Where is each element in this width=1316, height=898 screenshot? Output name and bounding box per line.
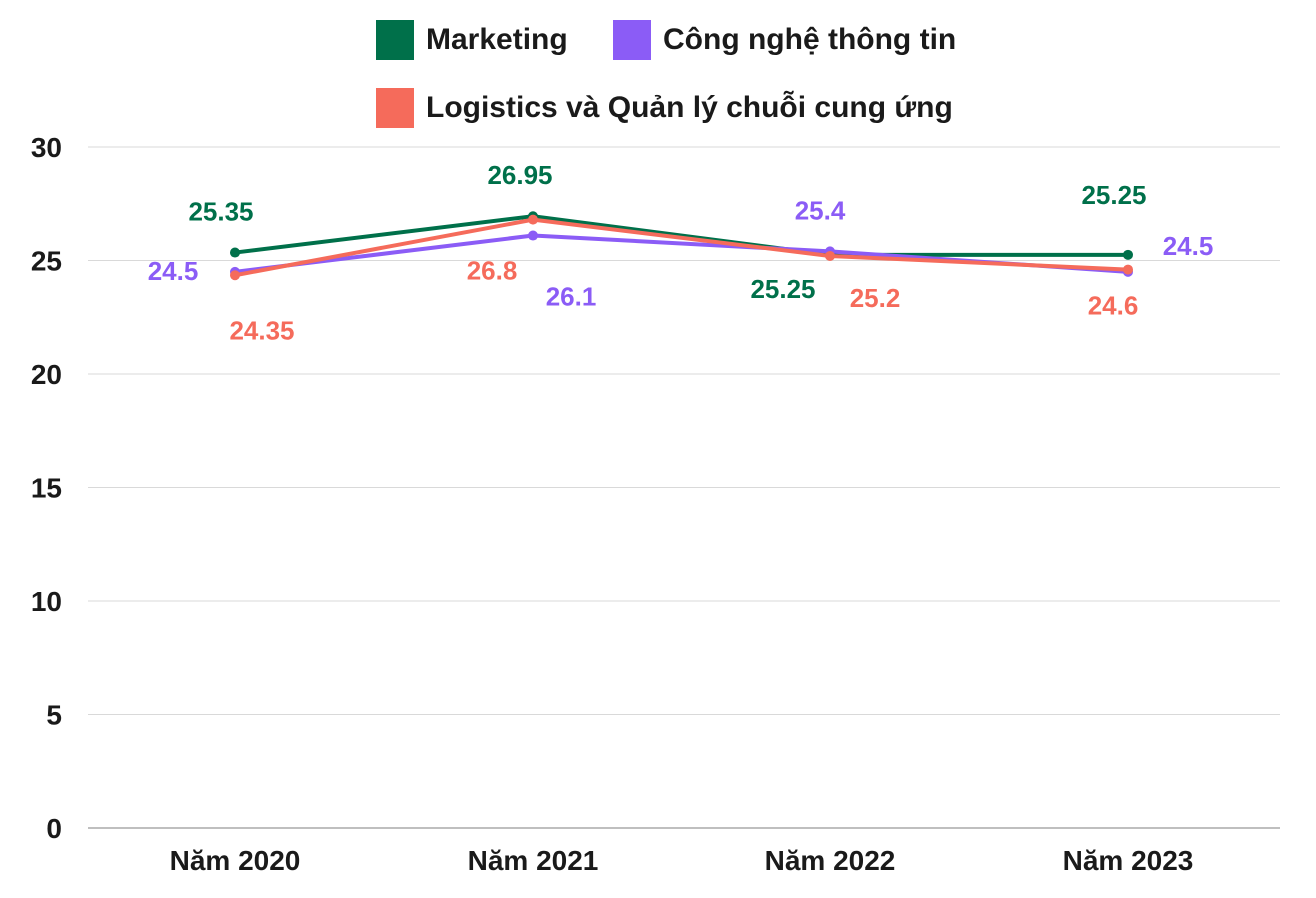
point-s2-2: [825, 250, 835, 261]
x-tick-label-0: Năm 2020: [170, 845, 301, 876]
data-label-s2-0: 24.35: [229, 315, 294, 345]
data-label-s2-3: 24.6: [1088, 291, 1139, 321]
data-label-s0-0: 25.35: [188, 197, 253, 227]
y-tick-label-0: 0: [46, 813, 62, 844]
y-tick-label-30: 30: [31, 132, 62, 163]
series-line-0: [233, 214, 1130, 257]
data-label-s1-0: 24.5: [148, 256, 199, 286]
data-label-s1-2: 25.4: [795, 195, 846, 225]
legend-item-cntt: Công nghệ thông tin: [613, 20, 956, 60]
y-tick-label-10: 10: [31, 586, 62, 617]
x-tick-label-3: Năm 2023: [1063, 845, 1194, 876]
point-s0-3: [1123, 249, 1133, 260]
legend-item-logistics: Logistics và Quản lý chuỗi cung ứng: [376, 88, 953, 128]
x-tick-label-2: Năm 2022: [765, 845, 896, 876]
legend-item-marketing: Marketing: [376, 20, 568, 60]
data-label-s0-1: 26.95: [487, 160, 552, 190]
y-tick-label-20: 20: [31, 359, 62, 390]
point-s1-1: [528, 230, 538, 241]
data-label-s1-1: 26.1: [546, 282, 597, 312]
data-label-s1-3: 24.5: [1163, 231, 1214, 261]
y-tick-label-15: 15: [31, 473, 62, 504]
legend-swatch-marketing: [376, 20, 414, 60]
legend-swatch-logistics: [376, 88, 414, 128]
legend-label-marketing: Marketing: [426, 23, 568, 56]
x-tick-label-1: Năm 2021: [468, 845, 599, 876]
point-s2-3: [1123, 264, 1133, 275]
point-s2-1: [528, 214, 538, 225]
data-label-s2-1: 26.8: [467, 256, 518, 286]
y-tick-label-25: 25: [31, 246, 62, 277]
legend-label-cntt: Công nghệ thông tin: [663, 23, 957, 56]
point-s2-0: [230, 270, 240, 281]
series-line-2: [233, 217, 1130, 278]
data-label-s2-2: 25.2: [850, 283, 901, 313]
data-label-s0-3: 25.25: [1081, 180, 1146, 210]
data-label-s0-2: 25.25: [750, 274, 815, 304]
point-s0-0: [230, 247, 240, 258]
y-tick-label-5: 5: [46, 700, 62, 731]
legend-swatch-cntt: [613, 20, 651, 60]
legend-label-logistics: Logistics và Quản lý chuỗi cung ứng: [426, 91, 953, 124]
